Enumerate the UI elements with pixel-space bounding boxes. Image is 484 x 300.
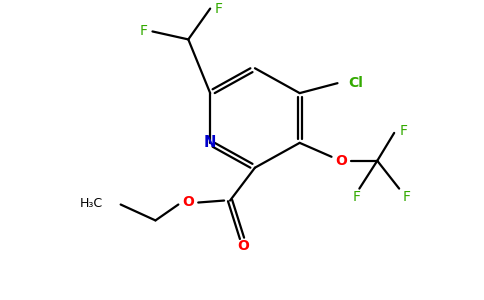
Text: O: O xyxy=(182,194,194,208)
Text: O: O xyxy=(335,154,348,168)
Text: N: N xyxy=(204,135,216,150)
Text: F: F xyxy=(399,124,407,138)
Text: F: F xyxy=(214,2,222,16)
Text: F: F xyxy=(403,190,411,204)
Text: H₃C: H₃C xyxy=(80,197,103,210)
Text: F: F xyxy=(139,24,148,38)
Text: F: F xyxy=(352,190,361,204)
Text: O: O xyxy=(237,239,249,253)
Text: Cl: Cl xyxy=(348,76,363,90)
